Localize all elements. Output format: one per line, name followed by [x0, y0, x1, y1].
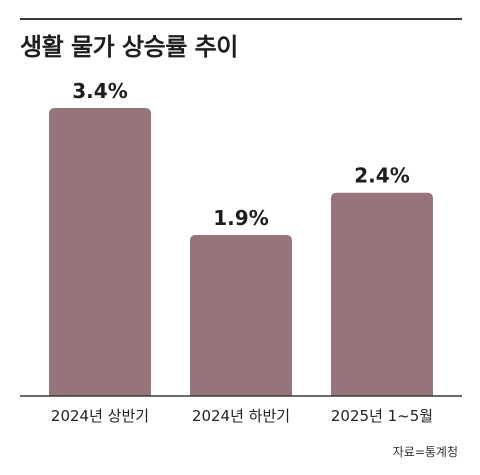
- data-label: 2.4%: [354, 164, 409, 188]
- bar: [49, 108, 151, 396]
- data-label: 3.4%: [72, 79, 127, 103]
- bar: [331, 192, 433, 396]
- source-note: 자료=통계청: [392, 445, 458, 459]
- bar: [190, 235, 292, 396]
- top-rule: [20, 18, 462, 20]
- data-label: 1.9%: [213, 206, 268, 230]
- category-label: 2024년 상반기: [51, 407, 149, 425]
- category-label: 2024년 하반기: [192, 407, 290, 425]
- chart-title: 생활 물가 상승률 추이: [20, 33, 238, 61]
- category-label: 2025년 1~5월: [331, 407, 433, 425]
